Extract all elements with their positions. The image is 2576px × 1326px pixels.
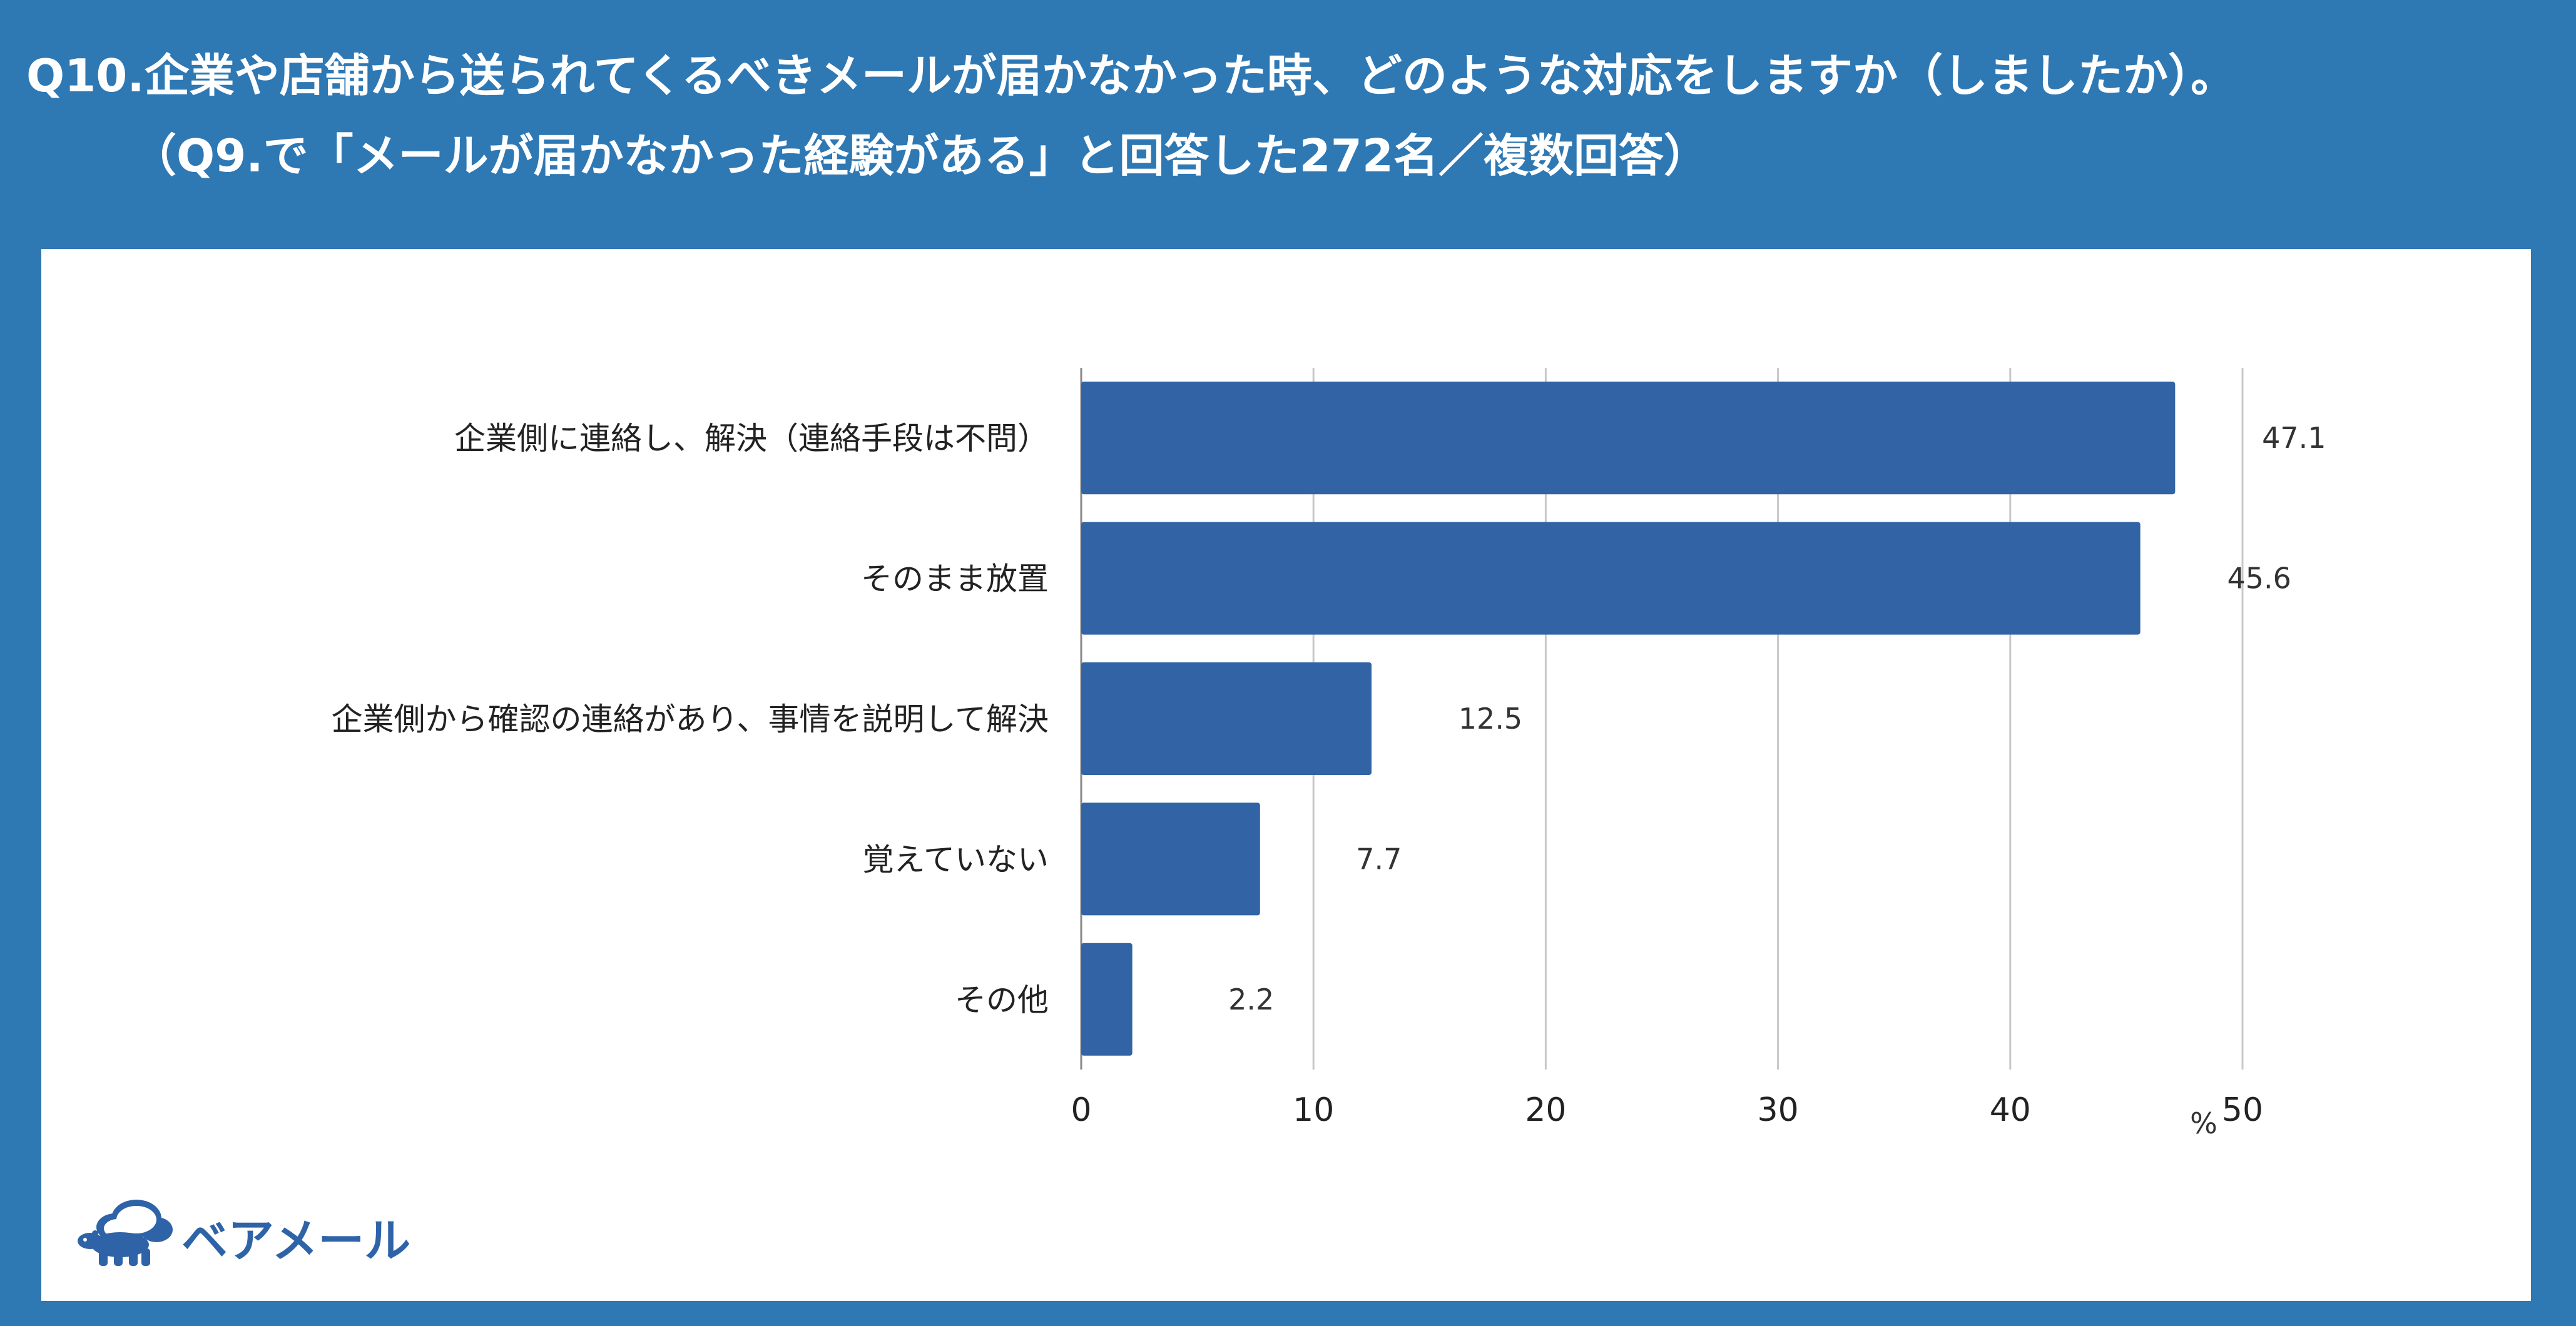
bar-chart: 0 10 20 30 40 50 企業側に連絡し、解決（連絡手段は不問） 47.1 そのまま放置… — [332, 368, 2326, 1140]
data-label: 12.5 — [1459, 702, 1522, 736]
chart-title: Q10.企業や店舗から送られてくるべきメールが届かなかった時、どのような対応をし… — [26, 49, 2236, 102]
category-label: そのまま放置 — [861, 561, 1049, 597]
header: Q10.企業や店舗から送られてくるべきメールが届かなかった時、どのような対応をし… — [0, 0, 2576, 238]
category-label: 覚えていない — [863, 841, 1049, 878]
category-label: 企業側に連絡し、解決（連絡手段は不問） — [454, 420, 1049, 457]
data-label: 45.6 — [2227, 562, 2291, 595]
bar — [1081, 662, 1372, 775]
data-label: 47.1 — [2262, 421, 2326, 455]
data-label: 7.7 — [1356, 842, 1402, 876]
chart-panel: 0 10 20 30 40 50 企業側に連絡し、解決（連絡手段は不問） 47.1 そのまま放置… — [41, 249, 2531, 1301]
x-tick-label: 0 — [1071, 1091, 1091, 1129]
x-tick-label: 10 — [1293, 1091, 1334, 1129]
category-label: 企業側から確認の連絡があり、事情を説明して解決 — [332, 701, 1049, 737]
data-label: 2.2 — [1228, 983, 1274, 1016]
x-tick-label: 20 — [1525, 1091, 1566, 1129]
bar — [1081, 802, 1260, 916]
bar — [1081, 943, 1133, 1056]
bar — [1081, 522, 2141, 635]
x-tick-label: 30 — [1758, 1091, 1799, 1129]
x-tick-label: 40 — [1990, 1091, 2031, 1129]
chart-subtitle: （Q9.で「メールが届かなかった経験がある」と回答した272名／複数回答） — [131, 129, 1709, 182]
bar — [1081, 382, 2176, 495]
bear-cloud-icon — [78, 1200, 173, 1266]
x-tick-label: 50 — [2222, 1091, 2263, 1129]
category-label: その他 — [955, 982, 1049, 1018]
unit-label: % — [2190, 1106, 2217, 1140]
brand-logo-text: ベアメール — [181, 1214, 411, 1268]
